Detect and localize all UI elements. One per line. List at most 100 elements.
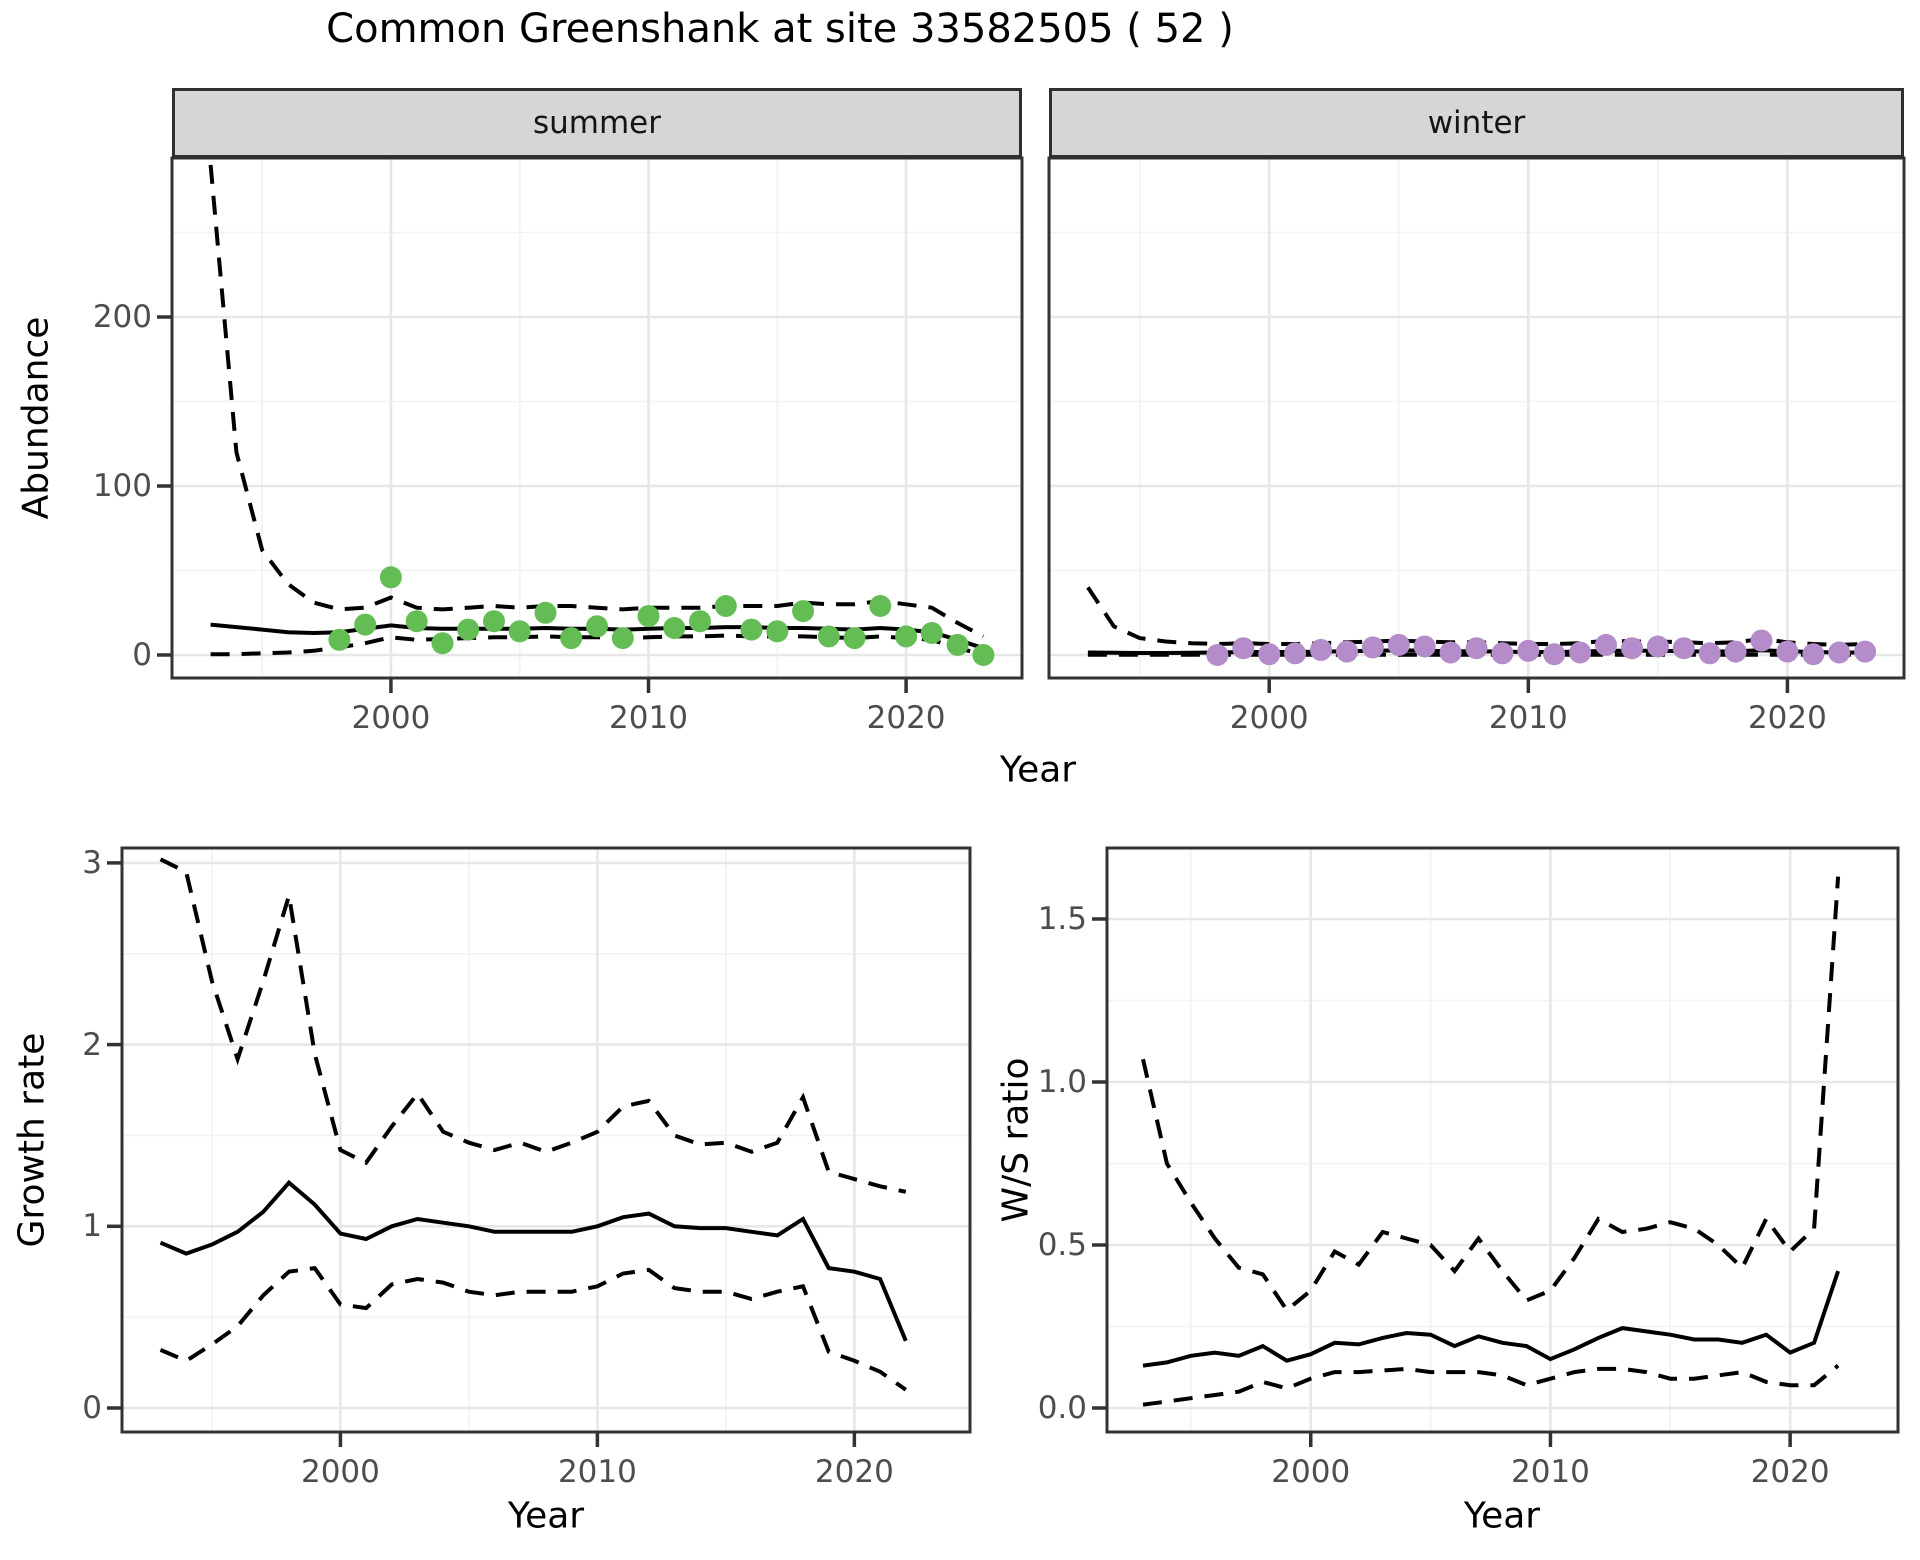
x-tick-label-ws: 2010	[1510, 1454, 1590, 1490]
summer-data-point	[972, 644, 995, 666]
growth-rate-axis-title: Growth rate	[11, 1032, 53, 1248]
summer-data-point	[714, 595, 737, 617]
winter-data-point	[1569, 641, 1592, 664]
ws-median-line	[1142, 1270, 1840, 1368]
y-tick-label-ws: 0.5	[1037, 1227, 1087, 1263]
winter-data-point	[1621, 637, 1643, 660]
x-tick-label-winter: 2010	[1488, 700, 1568, 736]
panel-ws	[1092, 846, 1900, 1447]
summer-data-point	[843, 627, 866, 650]
winter-data-point	[1776, 640, 1799, 663]
winter-data-point	[1802, 643, 1825, 666]
facet-strip-winter-label: winter	[1427, 105, 1526, 141]
x-tick-label-growth: 2000	[300, 1454, 380, 1490]
x-tick-label-winter: 2020	[1747, 700, 1827, 736]
top-year-axis-title: Year	[999, 749, 1077, 791]
summer-data-point	[946, 633, 969, 656]
summer-data-point	[689, 610, 711, 633]
x-tick-label-summer: 2010	[609, 700, 688, 736]
abundance-axis-title: Abundance	[15, 316, 57, 520]
winter-data-point	[1439, 641, 1462, 664]
summer-data-point	[354, 613, 377, 636]
summer-points	[328, 566, 995, 666]
summer-data-point	[534, 601, 557, 624]
winter-data-point	[1232, 637, 1255, 660]
summer-data-point	[508, 620, 531, 643]
summer-data-point	[817, 625, 840, 648]
summer-data-point	[379, 566, 402, 589]
growth-upper_ci-line	[159, 857, 907, 1194]
winter-data-point	[1698, 642, 1721, 665]
y-tick-label-ws: 0.0	[1037, 1390, 1087, 1426]
x-tick-label-growth: 2010	[557, 1454, 637, 1490]
x-tick-label-winter: 2000	[1229, 700, 1309, 736]
summer-data-point	[895, 625, 918, 648]
winter-data-point	[1595, 633, 1617, 656]
facet-strip-winter: winter	[1049, 88, 1904, 158]
winter-points	[1206, 629, 1877, 666]
growth-year-axis-title: Year	[507, 1495, 585, 1537]
winter-data-point	[1724, 640, 1747, 663]
summer-data-point	[405, 610, 428, 633]
y-tick-label-summer: 200	[92, 299, 152, 335]
x-tick-label-ws: 2000	[1271, 1454, 1351, 1490]
winter-data-point	[1413, 635, 1436, 658]
chart-title: Common Greenshank at site 33582505 ( 52 …	[326, 6, 1234, 52]
panel-winter	[1047, 156, 1906, 693]
summer-data-point	[457, 618, 480, 641]
growth-lower_ci-line	[159, 1265, 907, 1392]
winter-data-point	[1465, 637, 1488, 660]
winter-data-point	[1206, 644, 1229, 666]
winter-data-point	[1672, 637, 1695, 660]
ws-upper_ci-line	[1141, 876, 1841, 1314]
winter-data-point	[1284, 642, 1307, 665]
summer-data-point	[611, 627, 634, 650]
summer-upper_ci-line	[208, 164, 985, 639]
y-tick-label-summer: 100	[92, 468, 152, 504]
winter-data-point	[1258, 643, 1281, 666]
winter-data-point	[1854, 640, 1877, 663]
summer-data-point	[792, 600, 815, 623]
summer-data-point	[766, 620, 789, 643]
growth-median-line	[159, 1179, 908, 1342]
x-tick-label-summer: 2000	[351, 700, 431, 736]
winter-data-point	[1750, 629, 1773, 652]
winter-data-point	[1336, 640, 1358, 663]
facet-strip-summer-label: summer	[532, 105, 661, 141]
y-tick-label-growth: 1	[82, 1208, 102, 1245]
x-tick-label-ws: 2020	[1750, 1454, 1830, 1490]
winter-data-point	[1646, 635, 1669, 658]
summer-data-point	[328, 628, 351, 651]
winter-data-point	[1828, 641, 1851, 664]
y-tick-label-growth: 0	[82, 1390, 102, 1426]
ws-year-axis-title: Year	[1463, 1495, 1541, 1537]
y-tick-label-ws: 1.5	[1037, 901, 1087, 937]
ws-ratio-axis-title: W/S ratio	[995, 1057, 1037, 1223]
summer-data-point	[740, 618, 763, 641]
y-tick-label-growth: 2	[82, 1026, 102, 1063]
summer-data-point	[663, 617, 686, 639]
winter-data-point	[1517, 639, 1540, 662]
winter-data-point	[1387, 633, 1410, 656]
x-tick-label-growth: 2020	[814, 1454, 894, 1490]
y-tick-label-summer: 0	[132, 637, 152, 673]
winter-data-point	[1361, 636, 1384, 659]
y-tick-label-ws: 1.0	[1037, 1064, 1087, 1100]
summer-data-point	[637, 605, 660, 628]
ws-lower_ci-line	[1142, 1364, 1840, 1407]
winter-data-point	[1543, 643, 1566, 666]
summer-data-point	[431, 632, 454, 655]
panel-growth	[107, 846, 972, 1447]
summer-data-point	[869, 595, 892, 617]
summer-data-point	[920, 622, 943, 644]
winter-data-point	[1491, 642, 1514, 665]
panel-summer	[157, 156, 1024, 693]
summer-data-point	[560, 627, 583, 650]
winter-data-point	[1310, 638, 1332, 661]
facet-strip-summer: summer	[172, 88, 1022, 158]
summer-data-point	[586, 615, 608, 638]
x-tick-label-summer: 2020	[866, 700, 946, 736]
y-tick-label-growth: 3	[82, 844, 102, 881]
